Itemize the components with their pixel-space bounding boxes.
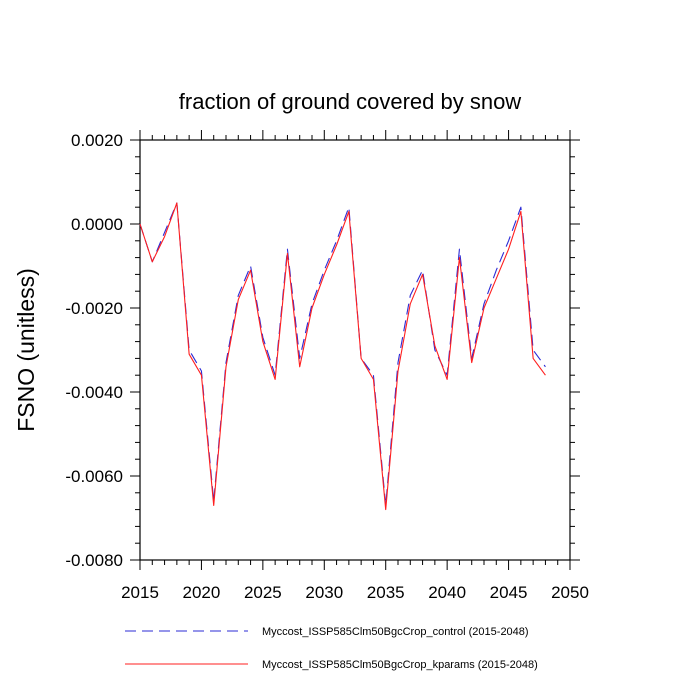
axis-ticks: [130, 130, 580, 570]
series-line-kparams: [139, 202, 546, 511]
y-tick-label: -0.0060: [65, 467, 123, 486]
y-tick-label: -0.0040: [65, 383, 123, 402]
y-tick-label: 0.0020: [71, 131, 123, 150]
x-tick-label: 2020: [183, 583, 221, 602]
y-axis-title: FSNO (unitless): [13, 268, 39, 432]
x-axis-tick-labels: 2015 2020 2025 2030 2035 2040 2045 2050: [121, 583, 589, 602]
x-tick-label: 2015: [121, 583, 159, 602]
legend-label-kparams: Myccost_ISSP585Clm50BgcCrop_kparams (201…: [262, 659, 538, 671]
y-tick-label: 0.0000: [71, 215, 123, 234]
x-tick-label: 2025: [244, 583, 282, 602]
series-lines: [139, 202, 546, 511]
x-tick-label: 2040: [428, 583, 466, 602]
x-tick-label: 2035: [367, 583, 405, 602]
x-tick-label: 2050: [551, 583, 589, 602]
series-line-control: [139, 202, 546, 506]
chart-title: fraction of ground covered by snow: [179, 89, 522, 114]
y-axis-tick-labels: 0.0020 0.0000 -0.0020 -0.0040 -0.0060 -0…: [65, 131, 123, 570]
y-tick-label: -0.0080: [65, 551, 123, 570]
y-tick-label: -0.0020: [65, 299, 123, 318]
plot-frame: [139, 139, 571, 561]
x-tick-label: 2030: [305, 583, 343, 602]
legend: Myccost_ISSP585Clm50BgcCrop_control (201…: [125, 626, 538, 671]
legend-label-control: Myccost_ISSP585Clm50BgcCrop_control (201…: [262, 626, 529, 638]
x-tick-label: 2045: [490, 583, 528, 602]
